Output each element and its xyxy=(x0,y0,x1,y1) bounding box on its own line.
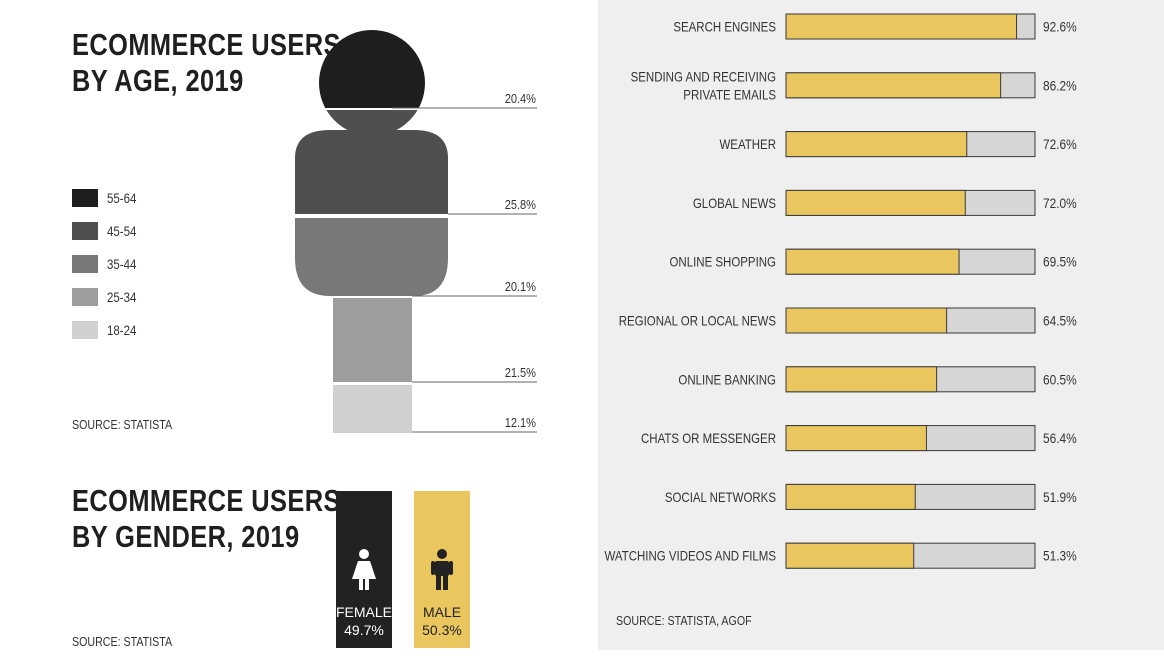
bar-category-label: SOCIAL NETWORKS xyxy=(665,489,776,505)
age-source: SOURCE: STATISTA xyxy=(72,417,173,432)
bar-fill xyxy=(785,366,938,393)
bar-value-label: 72.6% xyxy=(1043,136,1077,152)
activities-bar-chart: SEARCH ENGINES 92.6% SENDING AND RECEIVING… xyxy=(604,13,1077,569)
bar-category-label: WATCHING VIDEOS AND FILMS xyxy=(604,548,776,564)
bar-fill xyxy=(785,72,1002,99)
age-chart-title: ECOMMERCE USERS BY AGE, 2019 xyxy=(72,27,400,99)
legend-label: 35-44 xyxy=(107,255,137,272)
legend-label: 55-64 xyxy=(107,189,137,206)
bar-value-label: 86.2% xyxy=(1043,77,1077,93)
age-title-line2: BY AGE, 2019 xyxy=(72,63,244,98)
legend-item-45-54: 45-54 xyxy=(72,214,143,247)
activities-source: SOURCE: STATISTA, AGOF xyxy=(616,613,752,628)
bar-fill xyxy=(785,189,966,216)
age-value-label: 20.1% xyxy=(505,279,537,294)
legend-swatch xyxy=(72,221,98,240)
age-value-label: 21.5% xyxy=(505,365,537,380)
female-value: 49.7% xyxy=(344,622,384,638)
legend-label: 25-34 xyxy=(107,288,137,305)
bar-category-label: CHATS OR MESSENGER xyxy=(641,430,776,446)
female-label: FEMALE xyxy=(336,604,393,620)
bar-value-label: 51.3% xyxy=(1043,548,1077,564)
bar-fill xyxy=(785,248,960,275)
figure-segment-45-54 xyxy=(295,130,448,214)
legend-item-18-24: 18-24 xyxy=(72,313,143,346)
activities-panel: SEARCH ENGINES 92.6% SENDING AND RECEIVING… xyxy=(598,0,1164,650)
age-person-figure: 20.4% 25.8% 20.1% 21.5% 12.1% xyxy=(295,30,537,433)
legend-swatch xyxy=(72,254,98,273)
figure-segment-18-24 xyxy=(333,385,412,433)
bar-value-label: 64.5% xyxy=(1043,313,1077,329)
bar-value-label: 92.6% xyxy=(1043,19,1077,35)
bar-category-label: REGIONAL OR LOCAL NEWS xyxy=(619,312,776,328)
legend-label: 45-54 xyxy=(107,222,137,239)
bar-category-label: ONLINE SHOPPING xyxy=(670,254,776,270)
age-title-line1: ECOMMERCE USERS xyxy=(72,27,341,62)
bar-fill xyxy=(785,13,1018,40)
figure-segment-25-34 xyxy=(333,298,412,382)
female-icon xyxy=(352,549,376,590)
bar-category-label: PRIVATE EMAILS xyxy=(683,86,776,102)
male-bar: MALE 50.3% xyxy=(414,491,470,648)
legend-label: 18-24 xyxy=(107,321,137,338)
bar-fill xyxy=(785,307,948,334)
gender-source: SOURCE: STATISTA xyxy=(72,634,173,649)
bar-category-label: SEARCH ENGINES xyxy=(673,18,776,34)
age-value-label: 20.4% xyxy=(505,91,537,106)
figure-neck xyxy=(326,110,418,136)
gender-chart-title: ECOMMERCE USERS BY GENDER, 2019 xyxy=(72,483,400,555)
bar-value-label: 69.5% xyxy=(1043,254,1077,270)
male-icon xyxy=(431,549,453,590)
bar-category-label: GLOBAL NEWS xyxy=(693,195,776,211)
legend-item-35-44: 35-44 xyxy=(72,247,143,280)
figure-segment-55-64 xyxy=(319,30,425,108)
legend-swatch xyxy=(72,188,98,207)
male-value: 50.3% xyxy=(422,622,462,638)
age-value-label: 25.8% xyxy=(505,197,537,212)
bar-category-label: WEATHER xyxy=(719,136,776,152)
female-bar: FEMALE 49.7% xyxy=(336,491,392,648)
bar-fill xyxy=(785,483,916,510)
bar-value-label: 60.5% xyxy=(1043,371,1077,387)
legend-item-55-64: 55-64 xyxy=(72,181,143,214)
figure-segment-35-44 xyxy=(295,218,448,296)
bar-fill xyxy=(785,542,915,569)
age-value-label: 12.1% xyxy=(505,415,537,430)
legend-item-25-34: 25-34 xyxy=(72,280,143,313)
bar-value-label: 51.9% xyxy=(1043,489,1077,505)
male-label: MALE xyxy=(422,604,462,620)
age-legend: 55-64 45-54 35-44 25-34 18-24 xyxy=(72,181,143,346)
bar-value-label: 56.4% xyxy=(1043,430,1077,446)
gender-title-line1: ECOMMERCE USERS xyxy=(72,483,341,518)
legend-swatch xyxy=(72,320,98,339)
bar-value-label: 72.0% xyxy=(1043,195,1077,211)
bar-category-label: ONLINE BANKING xyxy=(678,371,776,387)
bar-category-label: SENDING AND RECEIVING xyxy=(631,68,776,84)
gender-title-line2: BY GENDER, 2019 xyxy=(72,519,300,554)
bar-fill xyxy=(785,425,927,452)
bar-fill xyxy=(785,131,968,158)
legend-swatch xyxy=(72,287,98,306)
